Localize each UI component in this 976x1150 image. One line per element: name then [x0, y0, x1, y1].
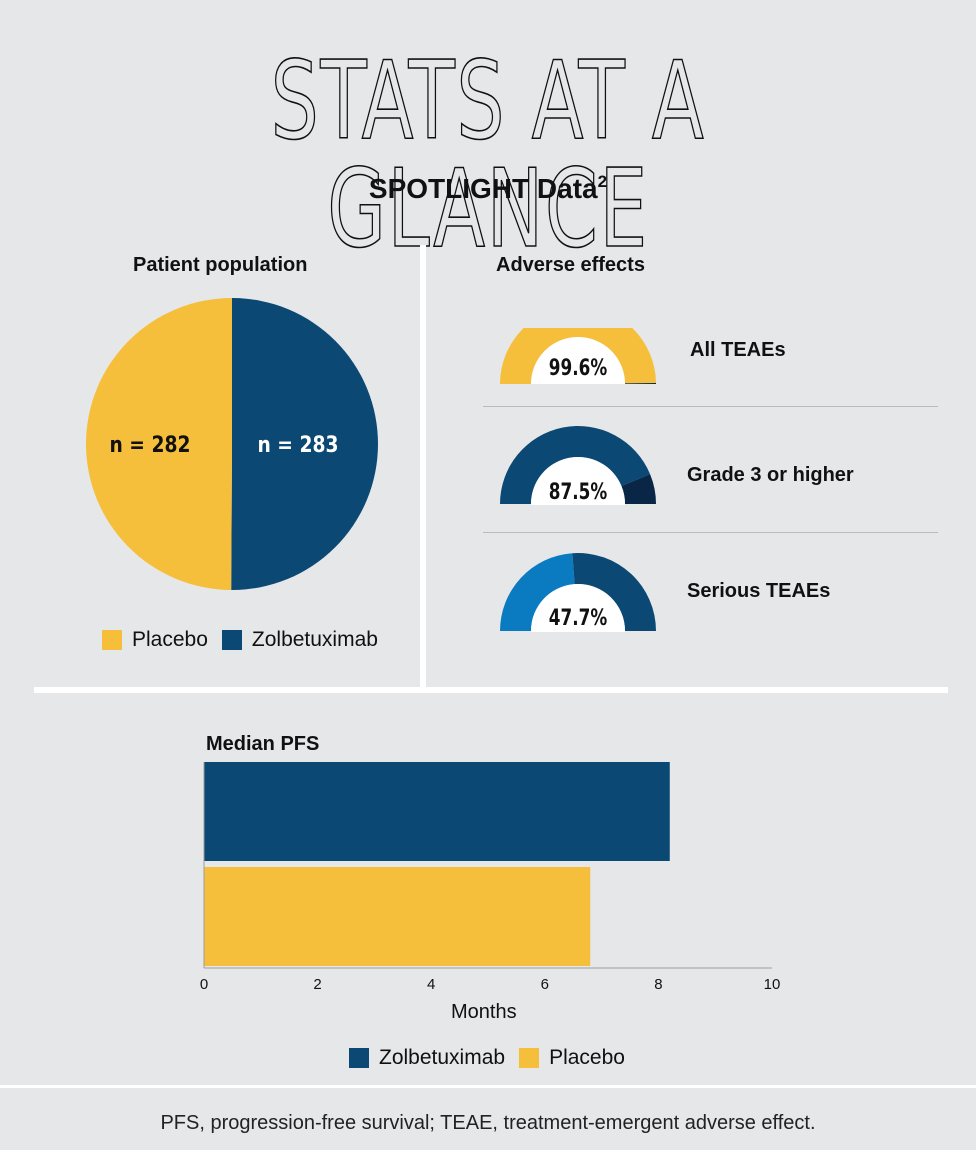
gauge-remainder: [621, 474, 656, 504]
legend-label-placebo: Placebo: [132, 628, 208, 651]
vertical-divider: [420, 245, 426, 687]
legend-swatch-zolbetuximab: [349, 1048, 369, 1068]
patient-population-pie-chart: n = 282 n = 283: [85, 298, 378, 590]
subtitle: SPOTLIGHT Data2: [0, 172, 976, 205]
x-tick-label: 0: [200, 976, 208, 993]
gauge-remainder: [624, 383, 656, 384]
page-title: STATS AT A GLANCE: [270, 39, 706, 272]
gauge-label-grade-3: Grade 3 or higher: [687, 464, 854, 486]
horizontal-divider: [34, 687, 948, 693]
row-divider: [483, 406, 938, 407]
legend-swatch-placebo: [102, 630, 122, 650]
gauge-center: [531, 457, 625, 505]
gauge-value-grade-3: 87.5%: [548, 480, 608, 505]
gauge-grade-3-or-higher: [500, 426, 656, 505]
subtitle-text: SPOTLIGHT Data: [368, 173, 598, 204]
footnote: PFS, progression-free survival; TEAE, tr…: [160, 1112, 816, 1134]
x-tick-label: 2: [313, 976, 321, 993]
median-pfs-bar-chart: 0 2 4 6 8 10: [200, 762, 781, 993]
legend-label-zolbetuximab: Zolbetuximab: [379, 1046, 506, 1069]
legend-label-zolbetuximab: Zolbetuximab: [251, 628, 378, 651]
subtitle-superscript: 2: [597, 172, 608, 191]
x-tick-label: 8: [654, 976, 662, 993]
gauge-remainder: [572, 553, 656, 631]
footer-divider: [0, 1085, 976, 1088]
gauge-serious-teaes: [500, 553, 656, 632]
pie-slice-placebo: [85, 298, 232, 590]
gauge-label-serious-teaes: Serious TEAEs: [687, 580, 831, 602]
gauge-label-all-teaes: All TEAEs: [690, 339, 786, 361]
gauge-section-title: Adverse effects: [496, 254, 645, 276]
gauge-center: [531, 584, 625, 632]
x-tick-label: 10: [764, 976, 781, 993]
gauge-fill: [500, 553, 575, 631]
gauge-fill: [500, 426, 651, 504]
pie-slice-zolbetuximab: [231, 298, 378, 590]
row-divider: [483, 532, 938, 533]
bar-zolbetuximab: [204, 762, 670, 861]
bar-legend: Zolbetuximab Placebo: [349, 1046, 625, 1070]
pie-legend: Placebo Zolbetuximab: [102, 628, 378, 652]
gauge-value-serious-teaes: 47.7%: [548, 606, 608, 631]
legend-swatch-zolbetuximab: [221, 630, 242, 650]
bar-chart-title: Median PFS: [206, 733, 320, 755]
legend-swatch-placebo: [519, 1048, 540, 1068]
pie-chart-title: Patient population: [133, 254, 308, 276]
legend-label-placebo: Placebo: [549, 1046, 625, 1069]
gauge-fill: [500, 328, 656, 384]
gauge-all-teaes: [500, 328, 656, 384]
pie-label-zolbetuximab: n = 283: [257, 432, 338, 458]
gauge-value-all-teaes: 99.6%: [548, 356, 608, 381]
x-tick-label: 6: [541, 976, 549, 993]
x-tick-label: 4: [427, 976, 435, 993]
bar-x-axis-label: Months: [451, 1001, 517, 1023]
bar-placebo: [204, 867, 591, 966]
gauge-center: [531, 337, 625, 384]
pie-label-placebo: n = 282: [109, 432, 190, 458]
